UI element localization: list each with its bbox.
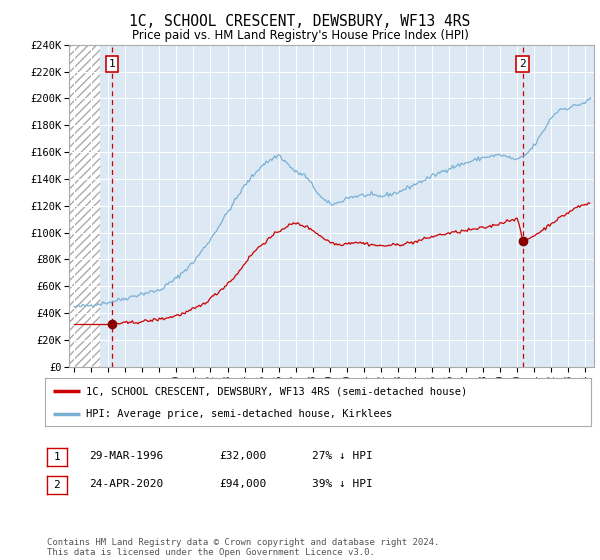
- Text: £94,000: £94,000: [219, 479, 266, 489]
- Text: Contains HM Land Registry data © Crown copyright and database right 2024.
This d: Contains HM Land Registry data © Crown c…: [47, 538, 439, 557]
- Text: Price paid vs. HM Land Registry's House Price Index (HPI): Price paid vs. HM Land Registry's House …: [131, 29, 469, 42]
- Bar: [69, 45, 100, 367]
- Text: 27% ↓ HPI: 27% ↓ HPI: [312, 451, 373, 461]
- Text: HPI: Average price, semi-detached house, Kirklees: HPI: Average price, semi-detached house,…: [86, 409, 392, 419]
- Text: 1: 1: [53, 452, 61, 462]
- Text: 2: 2: [519, 59, 526, 69]
- Text: 1C, SCHOOL CRESCENT, DEWSBURY, WF13 4RS (semi-detached house): 1C, SCHOOL CRESCENT, DEWSBURY, WF13 4RS …: [86, 386, 467, 396]
- Text: 1C, SCHOOL CRESCENT, DEWSBURY, WF13 4RS: 1C, SCHOOL CRESCENT, DEWSBURY, WF13 4RS: [130, 14, 470, 29]
- Text: 24-APR-2020: 24-APR-2020: [89, 479, 163, 489]
- Text: 1: 1: [109, 59, 116, 69]
- Text: 29-MAR-1996: 29-MAR-1996: [89, 451, 163, 461]
- Text: 39% ↓ HPI: 39% ↓ HPI: [312, 479, 373, 489]
- Text: £32,000: £32,000: [219, 451, 266, 461]
- Text: 2: 2: [53, 480, 61, 490]
